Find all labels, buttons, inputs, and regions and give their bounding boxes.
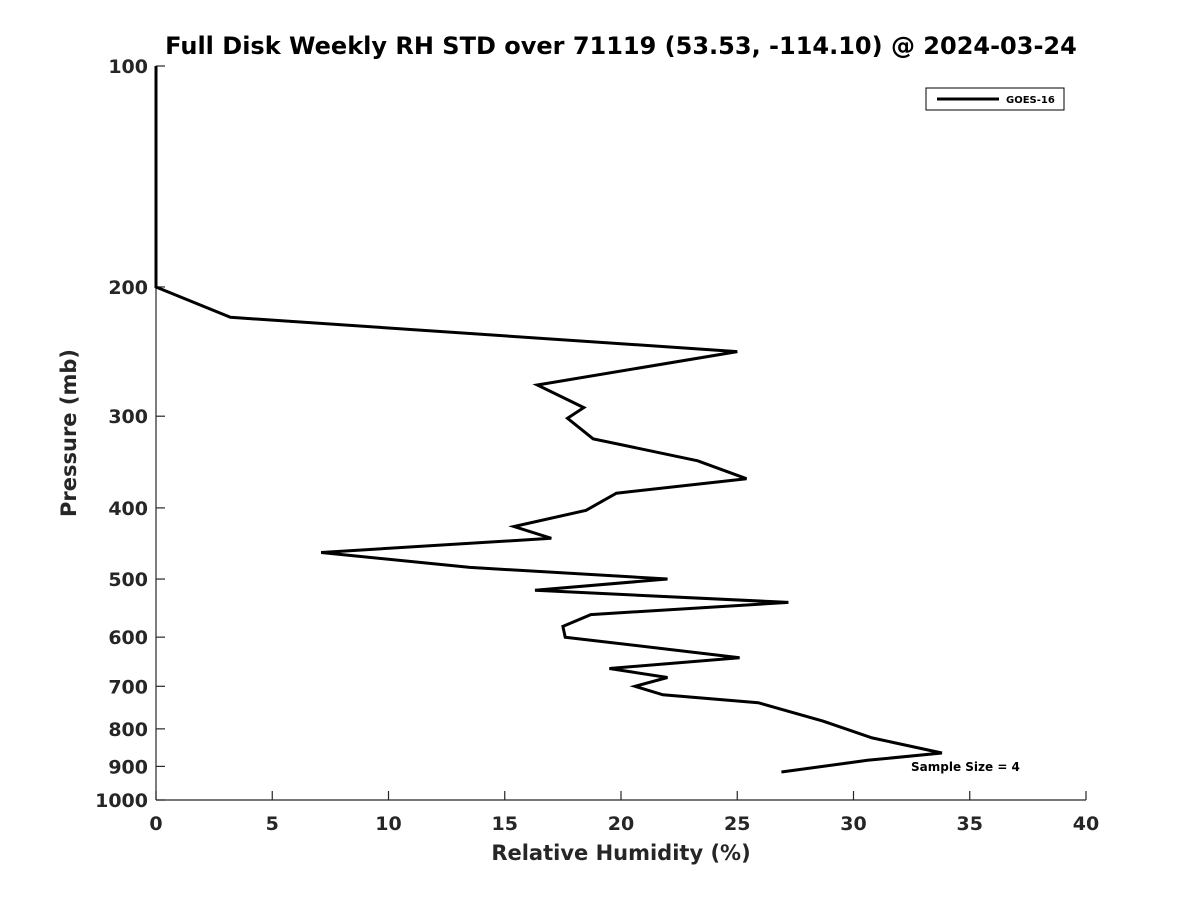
chart-title: Full Disk Weekly RH STD over 71119 (53.5… xyxy=(165,32,1077,60)
y-tick-label: 800 xyxy=(108,719,148,741)
y-tick-label: 100 xyxy=(108,56,148,78)
x-tick-label: 25 xyxy=(724,813,750,835)
axes xyxy=(155,66,1086,801)
y-tick-label: 200 xyxy=(108,277,148,299)
x-tick-label: 5 xyxy=(266,813,279,835)
series-layer xyxy=(154,66,943,774)
y-axis-label: Pressure (mb) xyxy=(57,349,81,517)
y-tick-label: 300 xyxy=(108,406,148,428)
x-tick-label: 40 xyxy=(1073,813,1099,835)
x-ticks: 0 5 10 15 20 25 30 35 40 xyxy=(149,791,1099,835)
y-tick-label: 400 xyxy=(108,498,148,520)
x-tick-label: 30 xyxy=(840,813,866,835)
x-tick-label: 0 xyxy=(149,813,162,835)
y-ticks: 100 200 300 400 500 600 700 800 900 1000 xyxy=(95,56,165,812)
x-tick-label: 15 xyxy=(492,813,518,835)
sample-size-annotation: Sample Size = 4 xyxy=(911,760,1020,774)
legend-label: GOES-16 xyxy=(1006,95,1055,106)
x-tick-label: 10 xyxy=(375,813,401,835)
x-axis-label: Relative Humidity (%) xyxy=(491,841,750,865)
y-tick-label: 600 xyxy=(108,627,148,649)
y-tick-label: 900 xyxy=(108,756,148,778)
legend: GOES-16 xyxy=(925,87,1065,111)
series-line-goes-16 xyxy=(154,66,943,774)
y-tick-label: 700 xyxy=(108,676,148,698)
x-tick-label: 35 xyxy=(957,813,983,835)
y-tick-label: 500 xyxy=(108,569,148,591)
x-tick-label: 20 xyxy=(608,813,634,835)
y-tick-label: 1000 xyxy=(95,790,148,812)
